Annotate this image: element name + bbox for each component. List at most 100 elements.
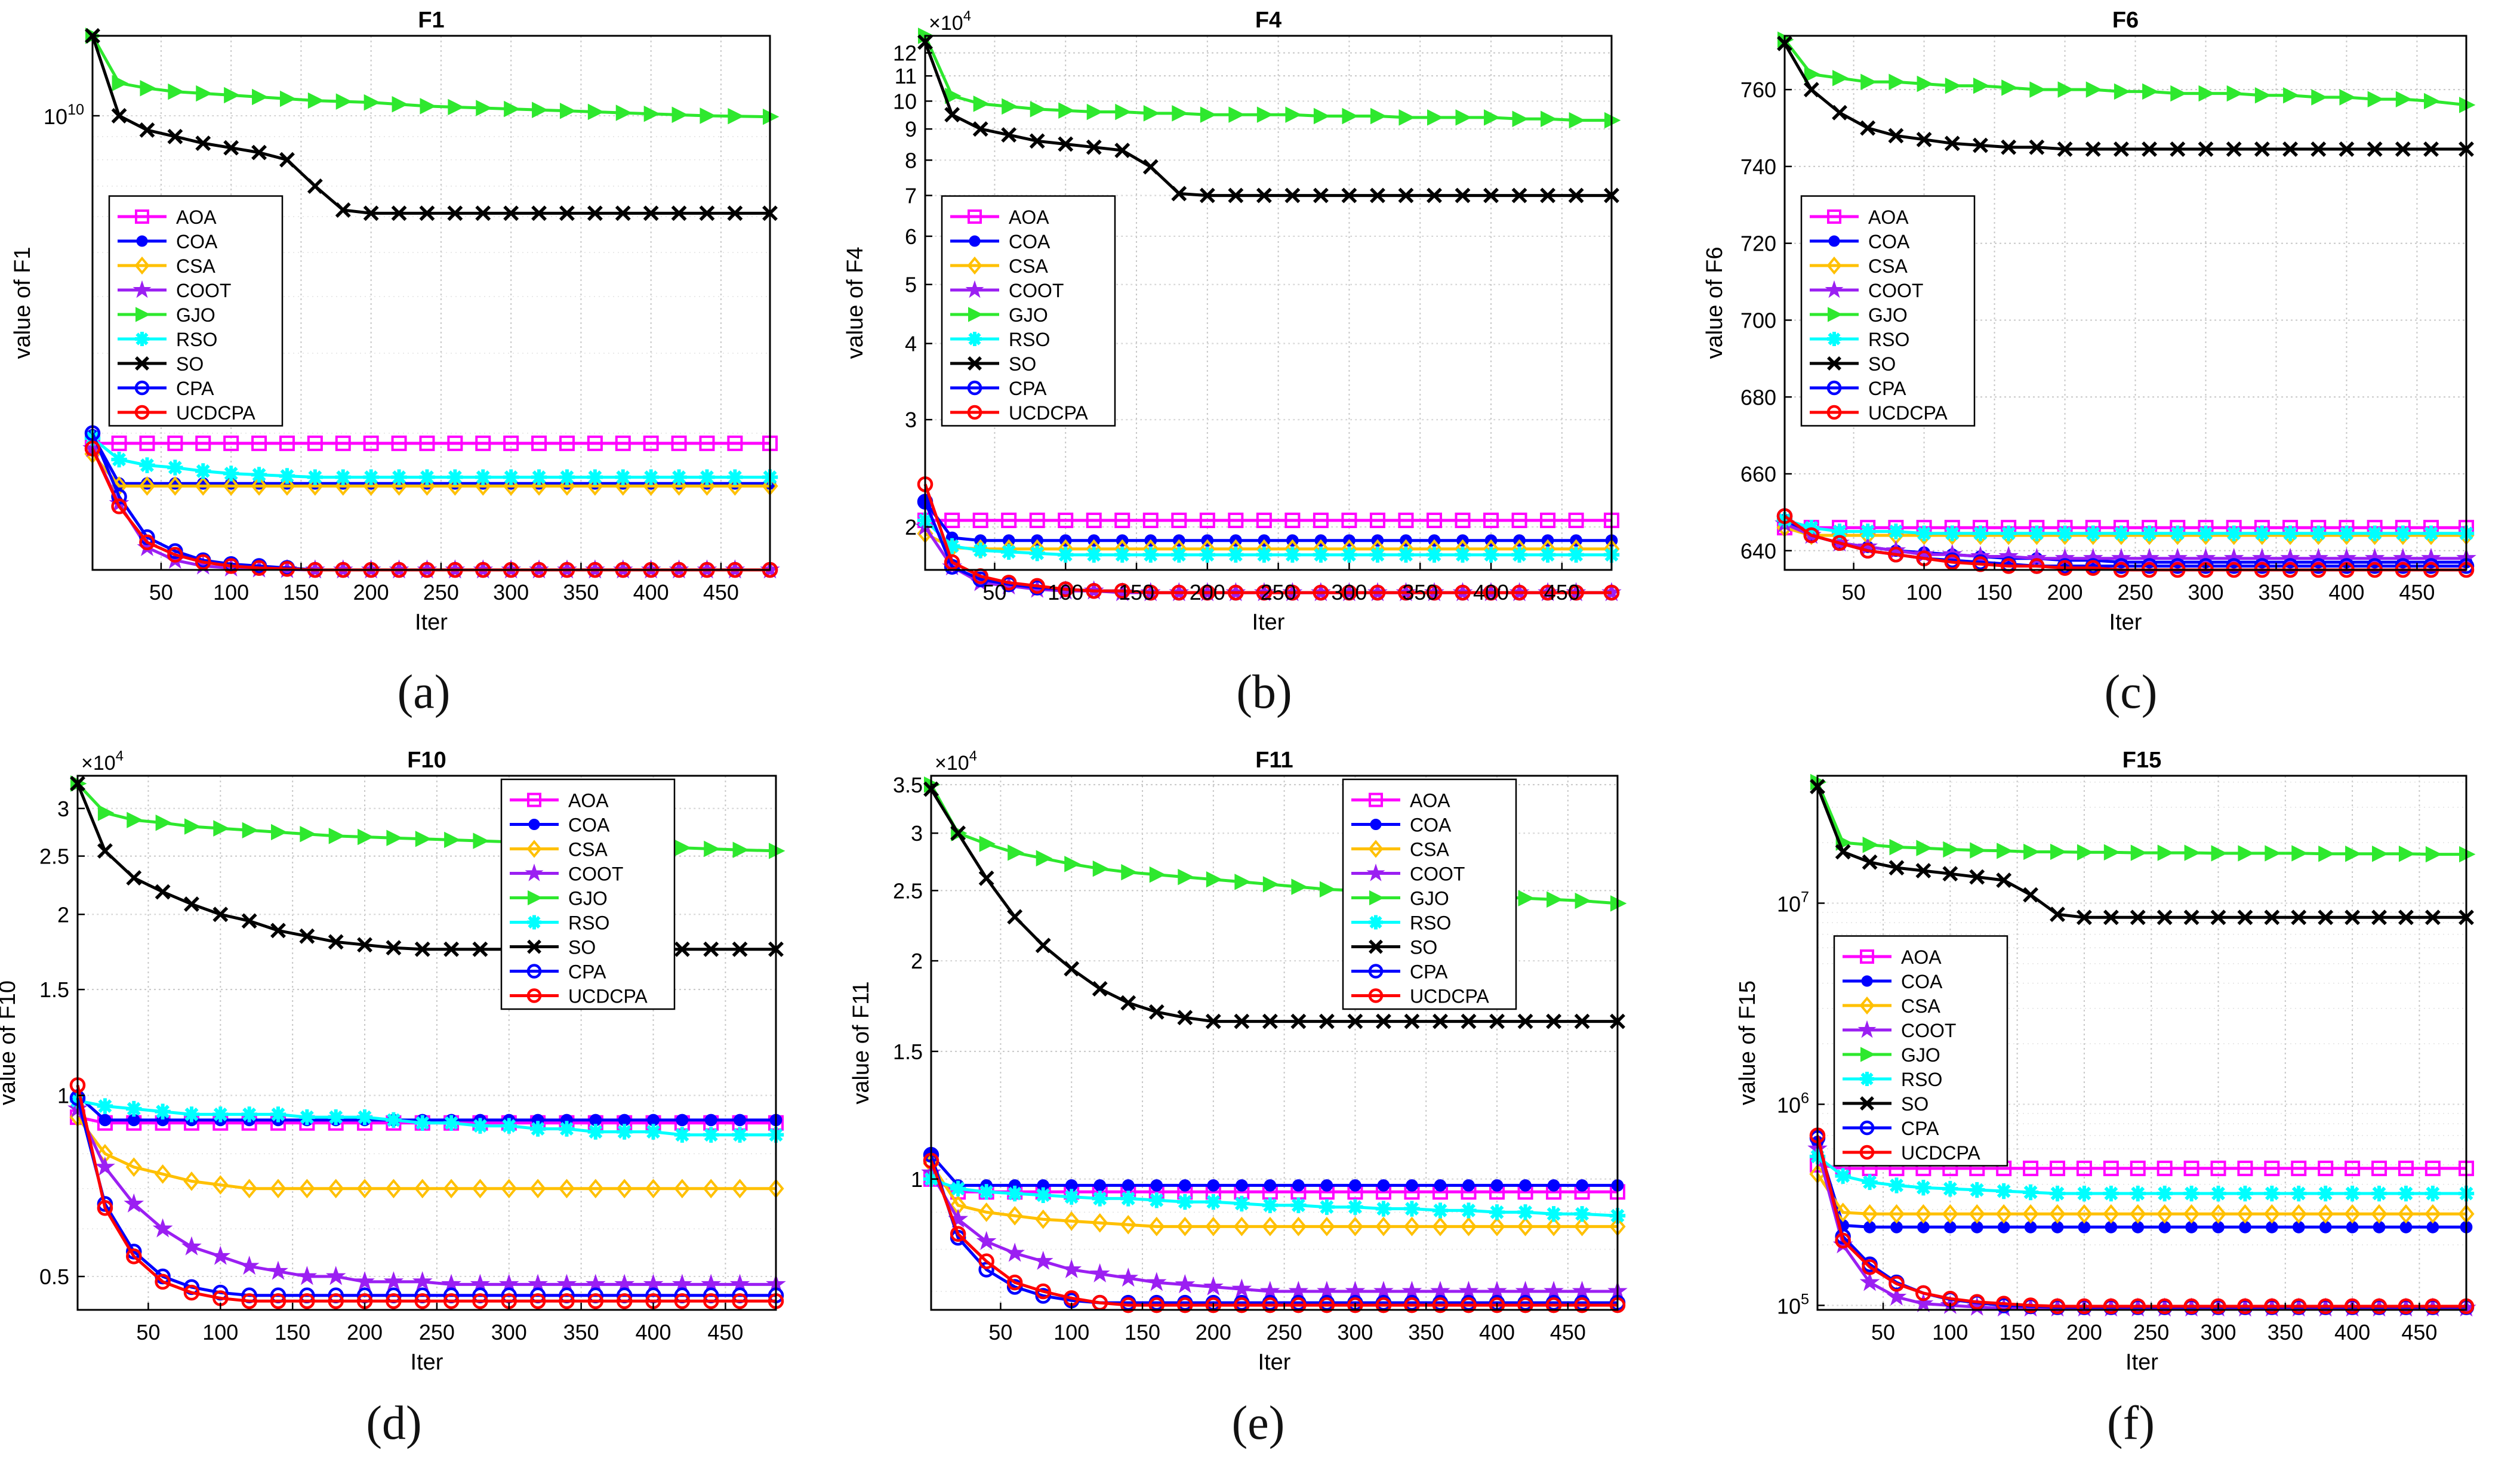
- y-axis-label: value of F15: [1735, 980, 1760, 1105]
- data-point: [587, 103, 605, 121]
- data-point: [732, 1127, 748, 1143]
- data-point: [1889, 1177, 1905, 1193]
- data-point: [2264, 1298, 2280, 1315]
- x-tick-label: 150: [283, 580, 319, 605]
- y-tick-label: 2.5: [893, 878, 923, 903]
- data-point: [2183, 1298, 2199, 1315]
- data-point: [1455, 109, 1472, 126]
- data-point: [2029, 525, 2045, 542]
- data-point: [1970, 842, 1986, 859]
- legend-label-aoa: AOA: [568, 790, 609, 812]
- data-point: [2198, 525, 2214, 542]
- data-point: [1228, 547, 1244, 563]
- caption-a: (a): [397, 666, 451, 718]
- data-point: [1058, 513, 1074, 529]
- data-point: [1143, 105, 1160, 122]
- data-point: [1461, 1297, 1477, 1313]
- data-point: [2077, 844, 2094, 861]
- data-point: [140, 80, 156, 97]
- data-point: [386, 1112, 402, 1128]
- legend-marker: [134, 405, 150, 420]
- data-point: [1118, 1267, 1139, 1287]
- legend-marker: [1859, 996, 1875, 1015]
- data-point: [386, 829, 403, 846]
- data-point: [307, 92, 325, 109]
- data-point: [700, 107, 716, 124]
- data-point: [1831, 523, 1848, 539]
- data-point: [1455, 584, 1471, 601]
- data-point: [1484, 109, 1501, 126]
- y-tick-label: 8: [905, 148, 917, 172]
- legend-marker: [968, 307, 984, 322]
- data-point: [1029, 133, 1045, 149]
- data-point: [328, 934, 344, 950]
- data-point: [1996, 872, 2012, 889]
- caption-c: (c): [2104, 666, 2158, 718]
- data-point: [1944, 525, 1960, 542]
- data-point: [645, 1124, 661, 1140]
- data-point: [2425, 1185, 2441, 1202]
- legend-label-gjo: GJO: [176, 304, 215, 326]
- x-tick-label: 150: [1125, 1320, 1160, 1344]
- legend-marker: [1369, 915, 1383, 930]
- data-point: [1832, 70, 1849, 87]
- data-point: [2183, 1160, 2199, 1176]
- data-point: [1057, 581, 1074, 597]
- series-aoa: [917, 513, 1619, 529]
- data-point: [241, 1106, 257, 1122]
- data-point: [167, 435, 183, 451]
- data-point: [727, 205, 743, 221]
- data-point: [270, 1106, 286, 1122]
- data-point: [559, 469, 575, 485]
- data-point: [1969, 869, 1985, 885]
- data-point: [1207, 1179, 1220, 1192]
- x-axis-label: Iter: [1252, 610, 1285, 635]
- chart-title: F10: [407, 748, 446, 773]
- x-tick-label: 50: [1871, 1320, 1895, 1344]
- data-point: [1313, 547, 1329, 563]
- legend-label-cpa: CPA: [1410, 961, 1448, 983]
- data-point: [1002, 98, 1018, 115]
- data-point: [2103, 1204, 2119, 1224]
- data-point: [2029, 81, 2046, 98]
- data-point: [2103, 1160, 2119, 1176]
- data-point: [1942, 1204, 1958, 1224]
- data-point: [223, 435, 239, 451]
- data-point: [674, 840, 692, 856]
- data-point: [1943, 841, 1960, 858]
- series-gjo: [918, 27, 1621, 129]
- data-point: [1574, 1297, 1590, 1313]
- data-point: [2211, 845, 2228, 862]
- data-point: [138, 476, 156, 496]
- data-point: [1862, 837, 1880, 853]
- data-point: [2198, 85, 2215, 102]
- data-point: [1461, 1013, 1477, 1029]
- series-coa: [925, 1148, 1624, 1192]
- data-point: [279, 435, 295, 451]
- data-point: [241, 1293, 257, 1309]
- data-point: [419, 435, 435, 451]
- data-point: [1115, 103, 1132, 121]
- data-point: [2157, 1204, 2173, 1224]
- data-point: [270, 1179, 286, 1199]
- data-point: [1375, 1201, 1392, 1217]
- data-point: [1029, 545, 1045, 562]
- legend-marker: [133, 280, 152, 298]
- y-tick-label: 3: [911, 821, 923, 846]
- data-point: [447, 435, 463, 451]
- data-point: [241, 1179, 258, 1199]
- data-point: [2076, 1160, 2092, 1176]
- data-point: [391, 435, 407, 451]
- data-point: [1915, 1204, 1932, 1224]
- data-point: [1997, 843, 2013, 859]
- x-tick-label: 200: [2047, 580, 2083, 605]
- series-csa: [69, 1107, 784, 1199]
- legend-label-csa: CSA: [1868, 255, 1908, 277]
- data-point: [1347, 1217, 1364, 1236]
- data-point: [1114, 143, 1130, 158]
- data-point: [2085, 81, 2103, 98]
- data-point: [2310, 525, 2327, 542]
- data-point: [1973, 137, 1988, 153]
- data-point: [1177, 1010, 1193, 1026]
- data-point: [1539, 547, 1556, 563]
